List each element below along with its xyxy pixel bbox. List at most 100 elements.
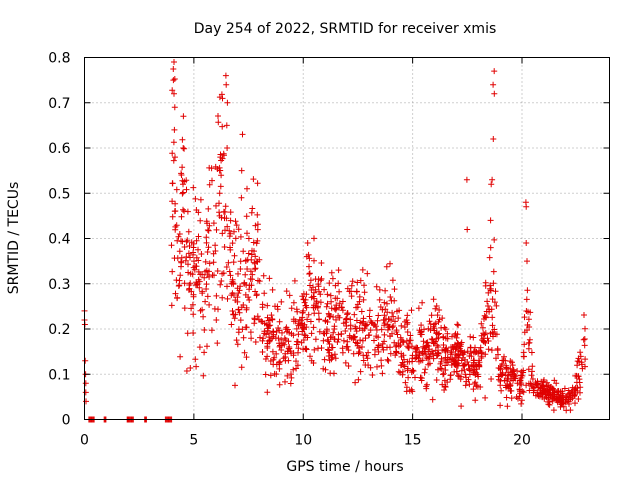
data-point: [434, 350, 441, 357]
data-point: [224, 283, 230, 290]
data-point: [519, 388, 526, 395]
data-point: [478, 320, 485, 327]
data-point: [520, 353, 527, 360]
data-point: [575, 373, 582, 380]
data-point: [311, 257, 317, 264]
data-point: [500, 357, 507, 364]
data-point: [440, 370, 447, 377]
y-tick-label: 0: [62, 413, 71, 429]
data-point: [405, 340, 412, 347]
data-point: [202, 258, 209, 265]
data-point: [427, 327, 434, 333]
data-point: [478, 355, 485, 361]
data-point: [195, 257, 202, 264]
data-point: [458, 403, 465, 410]
data-point: [418, 322, 425, 329]
data-point: [389, 277, 396, 284]
data-point: [452, 346, 459, 353]
data-point: [541, 395, 548, 402]
data-point: [187, 280, 194, 287]
data-point: [339, 298, 346, 305]
data-point: [535, 384, 542, 391]
data-point: [346, 332, 353, 339]
data-point: [352, 379, 359, 386]
data-point: [290, 299, 297, 306]
data-point: [316, 316, 322, 323]
data-point: [202, 298, 209, 305]
data-point: [529, 363, 536, 370]
data-point: [425, 361, 432, 368]
data-point: [233, 337, 240, 344]
data-point: [392, 343, 399, 350]
data-point: [186, 243, 193, 249]
data-point: [264, 302, 271, 309]
data-point: [290, 316, 297, 323]
data-point: [316, 328, 323, 335]
data-point: [265, 325, 271, 332]
data-point: [288, 350, 295, 357]
x-tick-label: 0: [80, 433, 89, 449]
data-point: [295, 331, 302, 338]
data-point: [184, 330, 191, 337]
data-point: [475, 373, 482, 380]
data-point: [544, 379, 550, 386]
data-point: [313, 300, 320, 307]
data-point: [419, 299, 426, 306]
data-point: [224, 99, 231, 106]
data-point: [436, 307, 443, 313]
data-point: [485, 338, 492, 344]
data-point: [282, 350, 289, 357]
data-point: [307, 318, 314, 325]
data-point: [235, 290, 242, 297]
data-point: [214, 340, 221, 347]
data-point: [335, 280, 342, 287]
data-point: [382, 287, 389, 294]
data-point: [169, 180, 176, 187]
data-point: [180, 189, 187, 196]
data-point: [442, 362, 449, 369]
data-point: [273, 350, 280, 357]
data-point: [251, 316, 258, 323]
data-point: [472, 397, 479, 404]
data-point: [269, 348, 276, 355]
data-point: [412, 374, 418, 381]
data-point: [238, 364, 245, 371]
data-point: [176, 277, 183, 284]
data-point: [387, 260, 393, 267]
data-point: [322, 366, 329, 373]
data-point: [335, 267, 342, 274]
data-point: [426, 318, 433, 325]
data-point: [217, 281, 224, 288]
data-point: [190, 311, 197, 318]
data-point: [331, 351, 338, 358]
data-point: [360, 315, 367, 322]
data-point: [574, 362, 581, 369]
data-point: [455, 322, 462, 329]
data-point: [307, 277, 314, 284]
data-point: [564, 398, 571, 405]
data-point: [195, 268, 202, 275]
data-point: [201, 349, 208, 356]
data-point: [490, 81, 497, 88]
data-point: [418, 331, 425, 338]
data-point: [512, 375, 519, 382]
data-point: [534, 381, 541, 387]
data-point: [447, 372, 454, 379]
data-point: [325, 347, 332, 354]
data-point: [284, 372, 291, 379]
data-point: [300, 307, 307, 314]
data-point: [196, 344, 203, 351]
data-point: [366, 307, 373, 314]
data-point: [173, 222, 180, 229]
data-point: [177, 353, 184, 360]
data-point: [252, 253, 259, 260]
data-point: [390, 313, 397, 320]
data-point: [408, 307, 415, 314]
data-point: [317, 291, 324, 298]
data-point: [326, 313, 333, 320]
data-point: [264, 389, 271, 396]
data-point: [445, 359, 452, 366]
data-point: [507, 365, 514, 372]
data-point: [213, 226, 220, 233]
